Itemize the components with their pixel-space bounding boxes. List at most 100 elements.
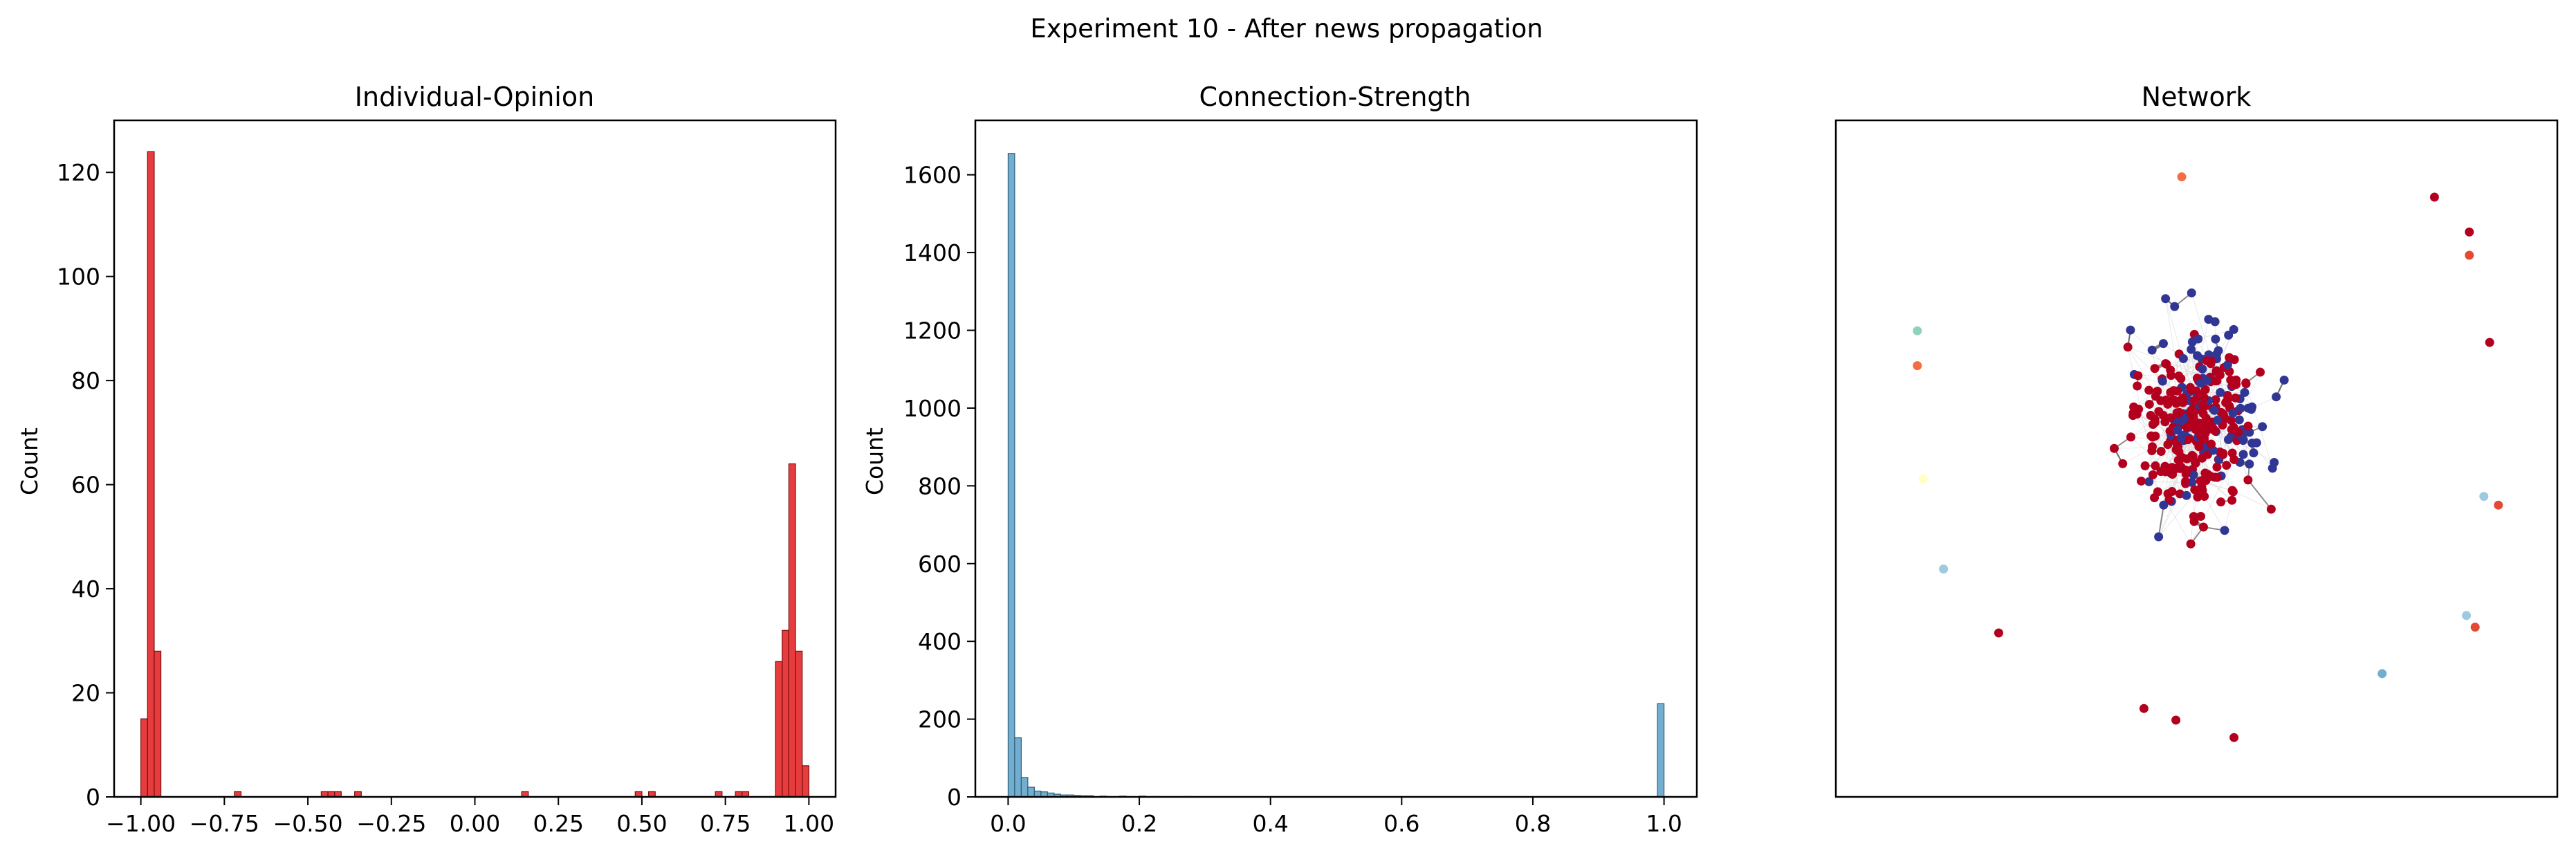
x-tick-label: 0.75	[700, 810, 751, 837]
network-node	[2232, 380, 2241, 389]
network-node	[2241, 379, 2251, 389]
network-node	[2154, 532, 2164, 542]
panel-individual-opinion: Individual-Opinion Count −1.00 −0.75 −0.50…	[16, 82, 837, 837]
x-tick-label: 0.6	[1383, 810, 1419, 837]
network-node	[2212, 349, 2222, 359]
network-node	[2173, 386, 2182, 396]
x-tick-label: 0.2	[1121, 810, 1157, 837]
network-node	[2167, 463, 2177, 472]
network-node	[2161, 359, 2171, 369]
network-node	[2161, 294, 2171, 304]
network-node	[2198, 522, 2208, 532]
network-node	[2229, 324, 2238, 334]
panel-connection-strength: Connection-Strength Count 0.0 0.2 0.4 0.6 0.…	[861, 82, 1698, 837]
network-node	[2190, 485, 2200, 495]
network-node	[2188, 452, 2198, 461]
network-node	[2479, 492, 2489, 502]
network-node	[2109, 443, 2119, 453]
network-node	[2187, 288, 2196, 297]
network-node	[2494, 500, 2503, 510]
network-node	[2238, 450, 2248, 459]
network-node	[2198, 364, 2207, 374]
network-node	[2377, 669, 2387, 679]
faint-edge	[2190, 459, 2235, 544]
network-node	[2225, 367, 2234, 376]
network-node	[2243, 421, 2253, 431]
network-node	[1939, 564, 1949, 574]
network-node	[2211, 366, 2221, 376]
bars	[1007, 153, 1665, 798]
network-node	[2429, 192, 2439, 202]
network-node	[2160, 467, 2170, 477]
network-node	[2206, 472, 2216, 481]
network-node	[2229, 733, 2239, 742]
network-node	[2221, 398, 2231, 407]
network-node	[2156, 396, 2166, 405]
y-tick-label: 1600	[903, 162, 962, 189]
faint-edge	[2158, 454, 2244, 493]
figure-suptitle: Experiment 10 - After news propagation	[1030, 14, 1543, 44]
network-node	[2216, 497, 2226, 507]
network-node	[2123, 342, 2133, 352]
plot-frame	[1834, 119, 2559, 798]
network-node	[2150, 364, 2160, 374]
network-node	[2163, 440, 2173, 450]
network-node	[2189, 470, 2198, 480]
network-node	[2207, 356, 2216, 366]
network-node	[2225, 353, 2234, 362]
network-node	[2236, 403, 2245, 413]
network-node	[2223, 390, 2232, 400]
network-node	[2156, 447, 2166, 457]
network-node	[2174, 447, 2184, 457]
network-node	[2181, 469, 2191, 479]
x-tick-label: −0.75	[190, 810, 259, 837]
x-tick-label: −1.00	[106, 810, 176, 837]
y-tick-label: 200	[918, 706, 962, 733]
network-edge	[2247, 479, 2272, 510]
histogram-bar	[1007, 153, 1015, 798]
y-ticks: 0 200 400 600 800 1000 1200 1400 1600	[903, 162, 975, 811]
y-tick-label: 120	[57, 159, 100, 186]
network-node	[2181, 477, 2191, 486]
faint-edge	[2232, 490, 2272, 510]
network-node	[2144, 399, 2154, 409]
faint-edge	[2127, 347, 2245, 393]
y-tick-label: 1000	[903, 395, 962, 422]
network-node	[2216, 387, 2225, 397]
y-axis-label: Count	[16, 428, 43, 495]
network-node	[2153, 387, 2162, 396]
faint-edge	[2170, 353, 2180, 418]
histogram-bar	[1014, 737, 1022, 798]
y-tick-label: 1400	[903, 239, 962, 266]
network-node	[2231, 393, 2241, 403]
network-nodes	[1913, 172, 2503, 742]
network-node	[2129, 402, 2139, 412]
histogram-bar	[782, 629, 789, 798]
histogram-bar	[154, 650, 162, 798]
network-node	[2196, 428, 2205, 437]
network-node	[2220, 526, 2229, 535]
network-node	[2211, 334, 2220, 344]
network-node	[2216, 407, 2226, 417]
network-node	[2212, 472, 2222, 482]
network-node	[2163, 489, 2173, 499]
network-node	[2247, 439, 2257, 448]
network-node	[2270, 457, 2279, 467]
network-node	[2126, 325, 2135, 335]
network-node	[2170, 302, 2180, 311]
x-tick-label: 0.8	[1515, 810, 1551, 837]
x-tick-label: 0.0	[990, 810, 1026, 837]
network-node	[2128, 411, 2138, 421]
network-node	[2144, 477, 2154, 486]
network-node	[2224, 330, 2234, 340]
network-node	[2178, 353, 2188, 363]
y-tick-label: 800	[918, 472, 962, 499]
network-node	[2223, 435, 2233, 445]
network-node	[2256, 367, 2265, 377]
network-node	[2163, 399, 2173, 409]
network-node	[2223, 360, 2232, 369]
network-node	[2196, 378, 2205, 388]
panel-title: Individual-Opinion	[355, 82, 594, 112]
network-node	[2176, 433, 2186, 443]
network-node	[1913, 326, 1922, 335]
